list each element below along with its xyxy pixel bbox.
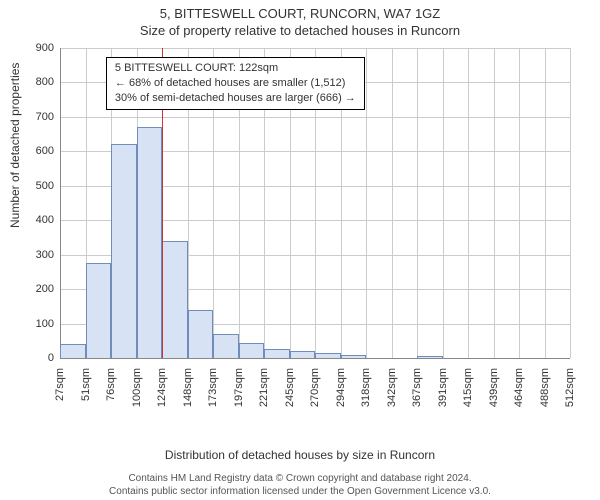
histogram-bar [264,349,290,358]
histogram-bar [137,127,163,358]
y-tick-label: 600 [36,145,54,157]
x-tick-label: 439sqm [488,368,500,407]
histogram-bar [188,310,214,358]
y-axis-label: Number of detached properties [8,63,22,228]
annotation-line: 30% of semi-detached houses are larger (… [115,91,356,106]
plot-inner: 010020030040050060070080090027sqm51sqm76… [60,48,570,358]
gridline-v [366,48,367,358]
gridline-v [545,48,546,358]
histogram-bar [239,343,265,359]
gridline-v [519,48,520,358]
footer-attribution: Contains HM Land Registry data © Crown c… [0,472,600,498]
histogram-plot: 010020030040050060070080090027sqm51sqm76… [60,48,570,408]
x-tick-label: 415sqm [462,368,474,407]
x-tick-label: 245sqm [284,368,296,407]
x-tick-label: 464sqm [513,368,525,407]
page-subtitle: Size of property relative to detached ho… [0,23,600,38]
annotation-box: 5 BITTESWELL COURT: 122sqm← 68% of detac… [106,57,365,110]
y-tick-label: 0 [48,352,54,364]
gridline-v [443,48,444,358]
x-tick-label: 173sqm [207,368,219,407]
gridline-v [392,48,393,358]
chart-plot-area: 010020030040050060070080090027sqm51sqm76… [60,48,570,408]
y-tick-label: 200 [36,283,54,295]
gridline-v [468,48,469,358]
histogram-bar [417,356,443,358]
histogram-bar [290,351,316,358]
axis-bottom [60,358,570,359]
x-tick-label: 488sqm [539,368,551,407]
y-tick-label: 900 [36,42,54,54]
y-tick-label: 700 [36,111,54,123]
histogram-bar [111,144,137,358]
y-tick-label: 500 [36,180,54,192]
x-tick-label: 342sqm [386,368,398,407]
x-tick-label: 367sqm [411,368,423,407]
x-tick-label: 318sqm [360,368,372,407]
x-tick-label: 391sqm [437,368,449,407]
x-tick-label: 512sqm [564,368,576,407]
x-tick-label: 197sqm [233,368,245,407]
histogram-bar [86,263,112,358]
x-tick-label: 294sqm [335,368,347,407]
title-block: 5, BITTESWELL COURT, RUNCORN, WA7 1GZ Si… [0,0,600,38]
y-tick-label: 100 [36,318,54,330]
x-tick-label: 27sqm [54,368,66,401]
annotation-line: ← 68% of detached houses are smaller (1,… [115,76,356,91]
histogram-bar [315,353,341,358]
histogram-bar [60,344,86,358]
gridline-v [417,48,418,358]
y-tick-label: 800 [36,76,54,88]
x-tick-label: 124sqm [156,368,168,407]
axis-left [60,48,61,358]
y-tick-label: 300 [36,249,54,261]
x-axis-label: Distribution of detached houses by size … [0,448,600,462]
histogram-bar [162,241,188,358]
x-tick-label: 100sqm [131,368,143,407]
histogram-bar [341,355,367,358]
histogram-bar [213,334,239,358]
gridline-v [494,48,495,358]
x-tick-label: 270sqm [309,368,321,407]
gridline-v [570,48,571,358]
footer-line-2: Contains public sector information licen… [0,485,600,498]
y-tick-label: 400 [36,214,54,226]
x-tick-label: 51sqm [80,368,92,401]
annotation-line: 5 BITTESWELL COURT: 122sqm [115,61,356,76]
footer-line-1: Contains HM Land Registry data © Crown c… [0,472,600,485]
x-tick-label: 221sqm [258,368,270,407]
page-title: 5, BITTESWELL COURT, RUNCORN, WA7 1GZ [0,6,600,21]
x-tick-label: 76sqm [105,368,117,401]
x-tick-label: 148sqm [182,368,194,407]
